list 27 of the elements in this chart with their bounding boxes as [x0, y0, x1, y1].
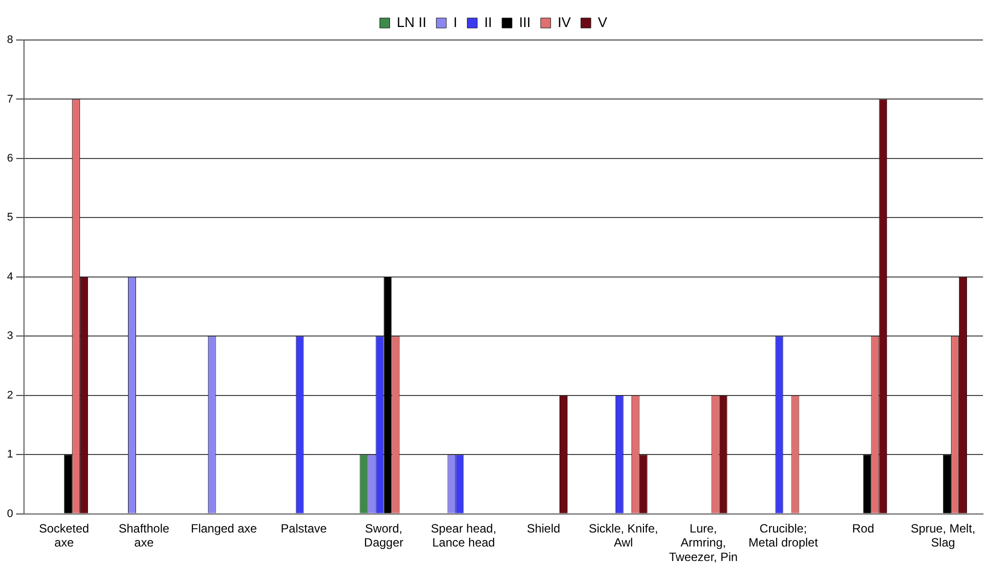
x-tick-label: Flanged axe — [190, 521, 258, 536]
x-tick-label: Lure, Armring, Tweezer, Pin — [668, 521, 738, 564]
legend-label: LN II — [396, 14, 426, 30]
y-tick-label: 2 — [6, 389, 14, 402]
x-tick-label: Shield — [526, 521, 560, 536]
legend-label: I — [453, 14, 458, 30]
legend-label: V — [598, 14, 608, 30]
y-tick-label: 4 — [6, 270, 14, 283]
legend-label: III — [519, 14, 531, 30]
y-tick-label: 6 — [6, 152, 14, 164]
x-tick-label: Sprue, Melt, Slag — [910, 521, 976, 550]
y-tick-label: 3 — [6, 330, 14, 342]
y-tick-label: 5 — [6, 212, 14, 224]
y-tick-label: 0 — [6, 508, 14, 520]
legend-label: II — [484, 14, 492, 30]
x-tick-label: Crucible; Metal droplet — [748, 521, 819, 550]
x-tick-label: Rod — [852, 521, 874, 536]
x-tick-label: Sword, Dagger — [364, 521, 404, 550]
y-tick-label: 8 — [6, 34, 14, 46]
y-tick-label: 7 — [6, 93, 14, 106]
y-tick-label: 1 — [6, 448, 14, 461]
x-tick-label: Palstave — [280, 521, 328, 536]
x-tick-label: Sickle, Knife, Awl — [588, 521, 658, 550]
x-tick-label: Spear head, Lance head — [430, 521, 496, 550]
legend-label: IV — [558, 14, 572, 30]
x-tick-label: Shafthole axe — [118, 521, 170, 550]
x-tick-label: Socketed axe — [39, 521, 90, 550]
